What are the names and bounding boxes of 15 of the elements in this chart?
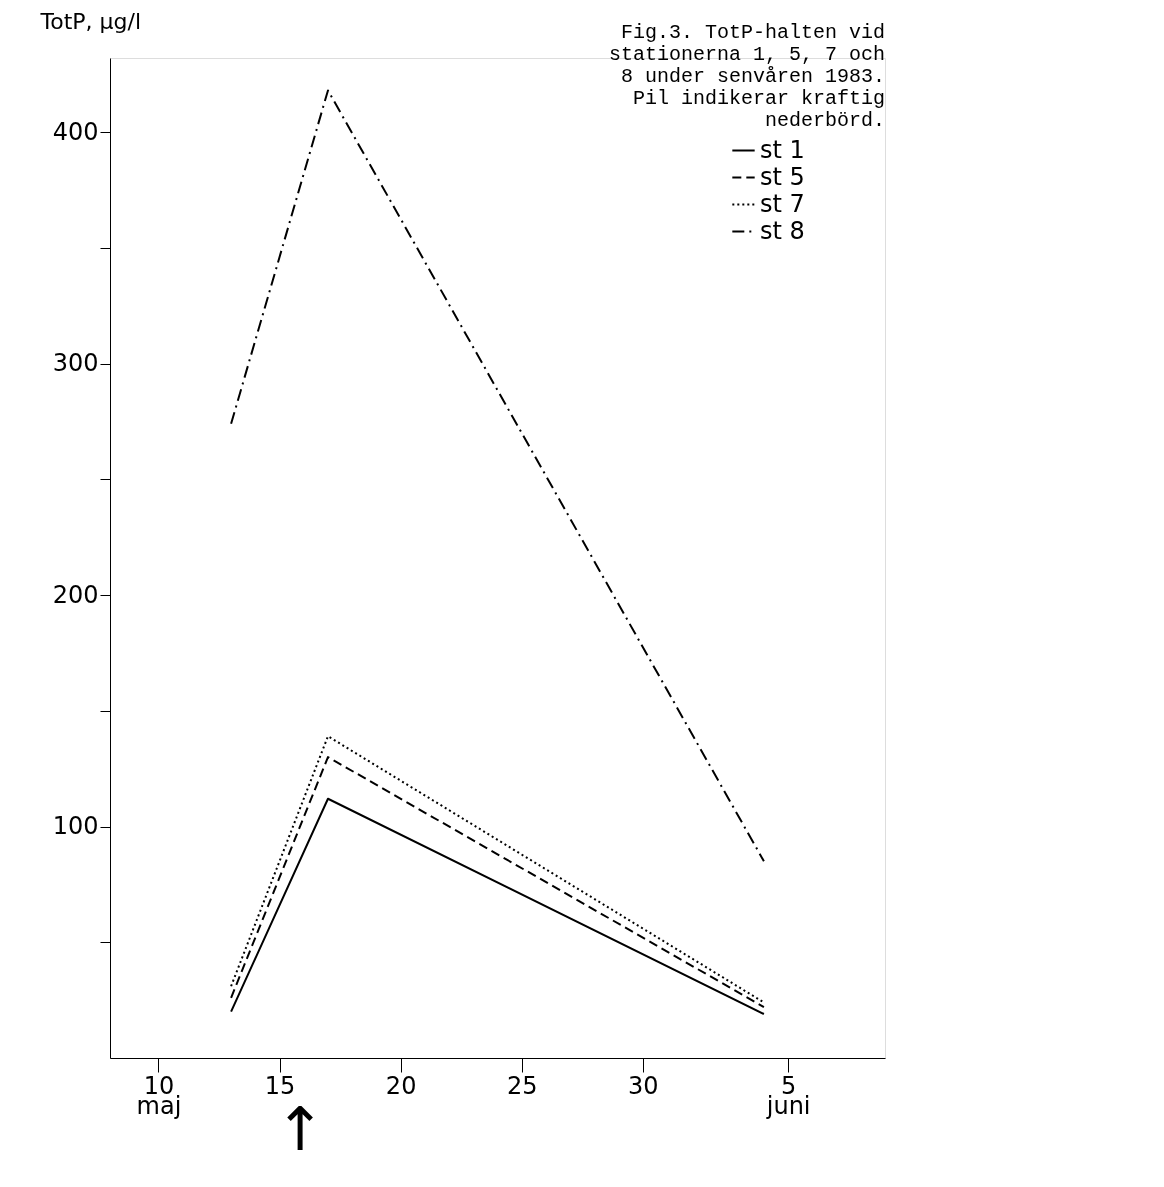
x-tick-label: 5 juni: [765, 1071, 811, 1120]
x-tick-label: 30: [628, 1071, 659, 1100]
x-tick-label: 25: [506, 1071, 538, 1100]
x-tick-label: 20: [385, 1071, 417, 1100]
legend-label: st 8: [760, 216, 805, 245]
legend-label: st 7: [760, 189, 805, 218]
y-tick-label: 100: [52, 812, 99, 841]
y-tick-label: 200: [52, 580, 99, 609]
chart-title: Fig.3. TotP-halten vid stationerna 1, 5, 7 och 8 under senvåren 1983. Pil indikerar kraftig nederbörd.: [608, 21, 885, 132]
x-tick-label: 10 maj: [136, 1071, 182, 1120]
legend-label: st 1: [760, 135, 805, 164]
y-tick-label: 300: [52, 349, 99, 378]
y-axis-title: TotP, µg/l: [39, 8, 142, 34]
y-tick-label: 400: [52, 117, 99, 146]
legend-label: st 5: [760, 162, 805, 191]
